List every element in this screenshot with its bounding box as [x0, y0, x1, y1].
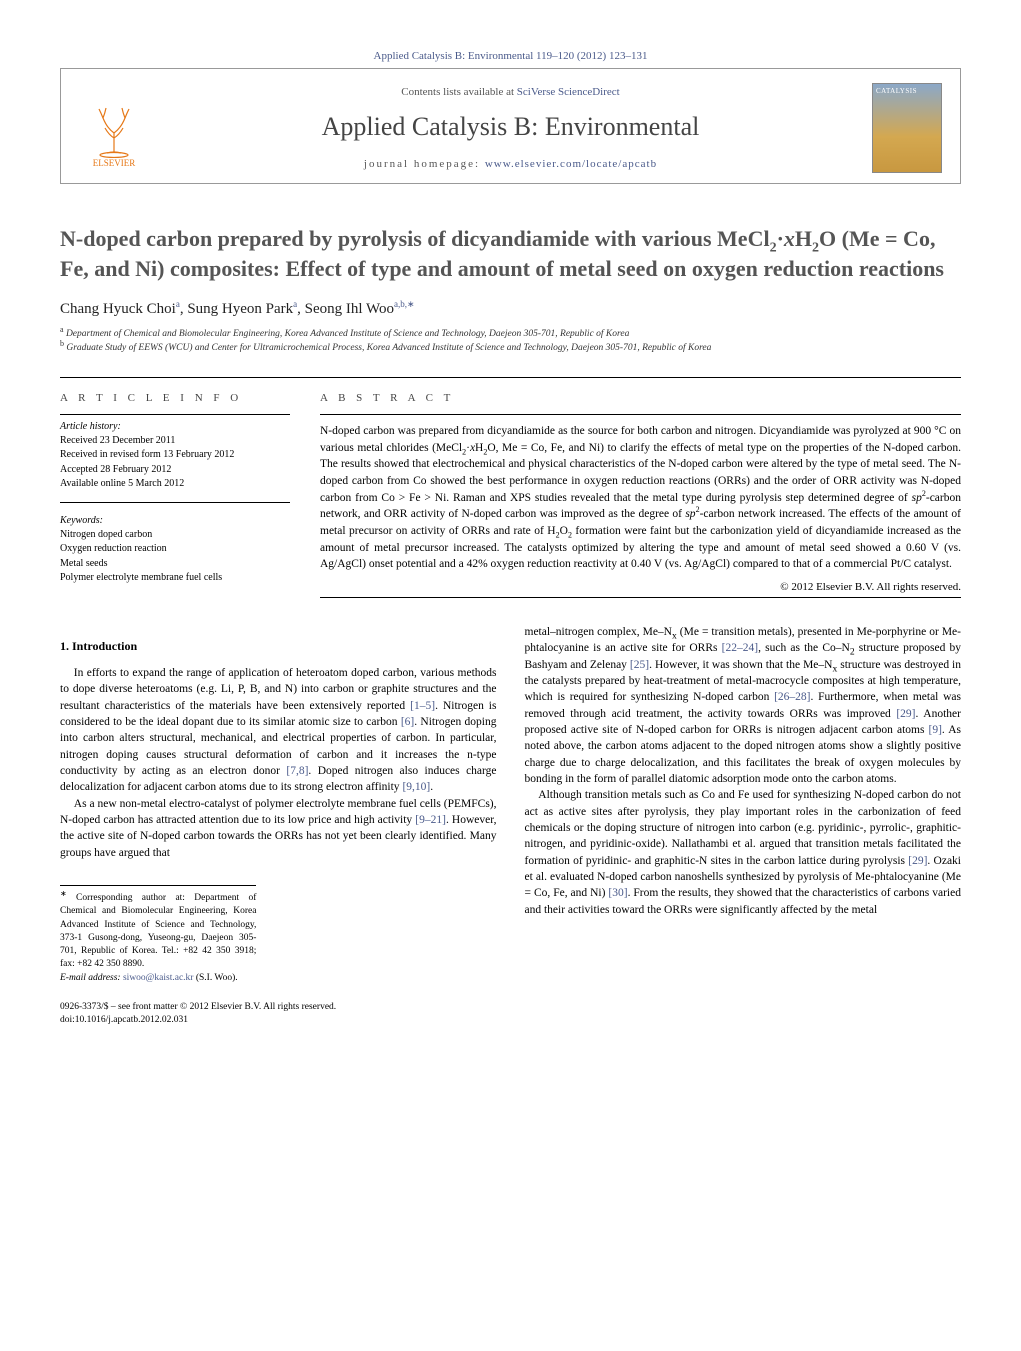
- aff-marker: a: [60, 325, 64, 334]
- corr-text: ∗ Corresponding author at: Department of…: [60, 892, 256, 972]
- abstract-label: A B S T R A C T: [320, 392, 961, 404]
- authors-line: Chang Hyuck Choia, Sung Hyeon Parka, Seo…: [60, 301, 961, 318]
- abstract-column: A B S T R A C T N-doped carbon was prepa…: [320, 378, 961, 598]
- body-paragraph: Although transition metals such as Co an…: [525, 787, 962, 918]
- affiliations: a Department of Chemical and Biomolecula…: [60, 328, 961, 355]
- corr-email-line: E-mail address: siwoo@kaist.ac.kr (S.I. …: [60, 972, 256, 985]
- keyword: Metal seeds: [60, 557, 290, 572]
- keyword: Polymer electrolyte membrane fuel cells: [60, 571, 290, 586]
- abstract-rule-bottom: [320, 597, 961, 598]
- homepage-prefix: journal homepage:: [364, 158, 485, 170]
- abstract-rule: [320, 414, 961, 415]
- history-label: Article history:: [60, 421, 290, 432]
- section-heading-introduction: 1. Introduction: [60, 638, 497, 655]
- history-accepted: Accepted 28 February 2012: [60, 463, 290, 478]
- history-revised: Received in revised form 13 February 201…: [60, 448, 290, 463]
- body-paragraph: In efforts to expand the range of applic…: [60, 665, 497, 796]
- journal-cover-thumbnail: CATALYSIS: [872, 83, 942, 173]
- cover-label: CATALYSIS: [876, 87, 938, 95]
- publisher-logo: ELSEVIER: [79, 88, 149, 168]
- article-title: N-doped carbon prepared by pyrolysis of …: [60, 224, 961, 283]
- journal-header: ELSEVIER Contents lists available at Sci…: [60, 68, 961, 184]
- footer-issn-line: 0926-3373/$ – see front matter © 2012 El…: [60, 1001, 497, 1028]
- body-column-left: 1. Introduction In efforts to expand the…: [60, 624, 497, 1028]
- homepage-line: journal homepage: www.elsevier.com/locat…: [169, 158, 852, 170]
- contents-available-line: Contents lists available at SciVerse Sci…: [169, 86, 852, 98]
- history-online: Available online 5 March 2012: [60, 477, 290, 492]
- keyword: Oxygen reduction reaction: [60, 542, 290, 557]
- keywords-label: Keywords:: [60, 515, 290, 526]
- aff-text: Graduate Study of EEWS (WCU) and Center …: [66, 343, 711, 353]
- history-received: Received 23 December 2011: [60, 434, 290, 449]
- body-paragraph: As a new non-metal electro-catalyst of p…: [60, 796, 497, 861]
- keyword: Nitrogen doped carbon: [60, 528, 290, 543]
- page-container: Applied Catalysis B: Environmental 119–1…: [0, 0, 1021, 1068]
- info-abstract-row: A R T I C L E I N F O Article history: R…: [60, 378, 961, 598]
- abstract-text: N-doped carbon was prepared from dicyand…: [320, 423, 961, 573]
- info-rule: [60, 502, 290, 503]
- info-rule: [60, 414, 290, 415]
- corr-body: Corresponding author at: Department of C…: [60, 893, 256, 969]
- abstract-copyright: © 2012 Elsevier B.V. All rights reserved…: [320, 581, 961, 593]
- publisher-name: ELSEVIER: [93, 158, 136, 168]
- article-info-label: A R T I C L E I N F O: [60, 392, 290, 404]
- corr-star: ∗: [60, 889, 67, 898]
- body-paragraph: metal–nitrogen complex, Me–Nx (Me = tran…: [525, 624, 962, 787]
- email-person: (S.I. Woo).: [196, 973, 238, 983]
- journal-title: Applied Catalysis B: Environmental: [169, 112, 852, 142]
- body-two-column: 1. Introduction In efforts to expand the…: [60, 624, 961, 1028]
- corr-email-link[interactable]: siwoo@kaist.ac.kr: [123, 973, 194, 983]
- elsevier-tree-icon: [89, 103, 139, 158]
- affiliation-b: b Graduate Study of EEWS (WCU) and Cente…: [60, 342, 961, 355]
- aff-marker: b: [60, 339, 64, 348]
- footer-copyright: 0926-3373/$ – see front matter © 2012 El…: [60, 1001, 497, 1014]
- contents-prefix: Contents lists available at: [401, 86, 516, 98]
- body-column-right: metal–nitrogen complex, Me–Nx (Me = tran…: [525, 624, 962, 1028]
- article-info-column: A R T I C L E I N F O Article history: R…: [60, 378, 290, 598]
- corresponding-author-block: ∗ Corresponding author at: Department of…: [60, 885, 256, 985]
- homepage-link[interactable]: www.elsevier.com/locate/apcatb: [485, 158, 657, 170]
- footer-doi: doi:10.1016/j.apcatb.2012.02.031: [60, 1014, 497, 1027]
- affiliation-a: a Department of Chemical and Biomolecula…: [60, 328, 961, 341]
- email-label: E-mail address:: [60, 973, 121, 983]
- aff-text: Department of Chemical and Biomolecular …: [66, 329, 629, 339]
- header-center: Contents lists available at SciVerse Sci…: [169, 86, 852, 170]
- sciencedirect-link[interactable]: SciVerse ScienceDirect: [517, 86, 620, 98]
- journal-reference: Applied Catalysis B: Environmental 119–1…: [60, 50, 961, 62]
